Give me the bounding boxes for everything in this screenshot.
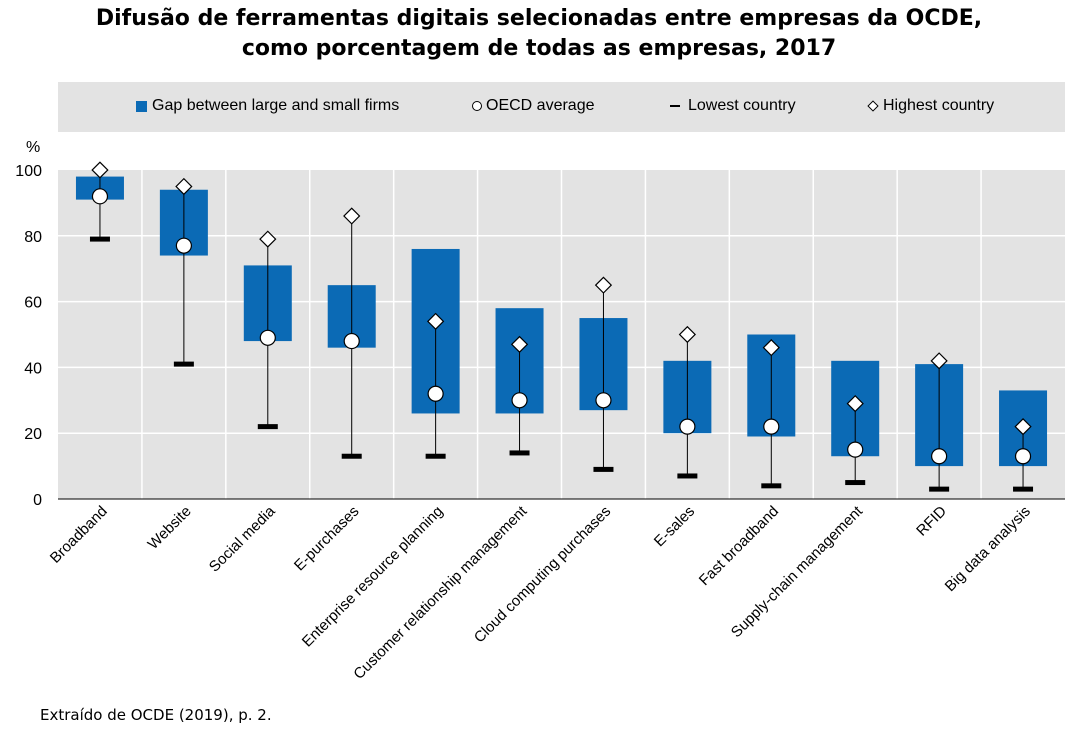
legend-lowest-label: Lowest country: [688, 97, 796, 114]
y-tick-label: 60: [24, 295, 42, 312]
average-marker: [259, 329, 276, 346]
chart-legend: Gap between large and small firms OECD a…: [58, 82, 1065, 132]
average-marker: [427, 385, 444, 402]
highest-marker: [930, 352, 948, 370]
y-tick-label: 20: [24, 426, 42, 443]
lowest-marker: [1013, 486, 1034, 492]
highest-marker: [259, 230, 277, 248]
highest-marker: [426, 312, 445, 330]
x-tick-label: E-sales: [651, 503, 698, 550]
x-tick-label: RFID: [913, 503, 950, 540]
source-note: Extraído de OCDE (2019), p. 2.: [40, 706, 272, 724]
average-marker: [679, 418, 696, 435]
chart-title: Difusão de ferramentas digitais selecion…: [0, 4, 1078, 64]
x-tick-label: Broadband: [47, 503, 111, 567]
lowest-marker: [173, 361, 194, 367]
highest-marker: [343, 207, 361, 225]
legend-gap-label: Gap between large and small firms: [152, 97, 400, 114]
highest-marker: [762, 339, 780, 357]
legend-average: OECD average: [472, 97, 595, 115]
lowest-marker: [677, 473, 698, 479]
legend-average-label: OECD average: [486, 97, 595, 114]
x-tick-label: Fast broadband: [696, 503, 782, 589]
legend-gap: Gap between large and small firms: [136, 97, 399, 115]
average-marker: [763, 418, 780, 435]
highest-marker: [594, 276, 613, 294]
x-tick-label: Big data analysis: [942, 503, 1034, 595]
lowest-marker: [509, 450, 530, 456]
average-marker: [175, 237, 192, 254]
highest-marker: [175, 177, 193, 196]
chart-title-line-2: como porcentagem de todas as empresas, 2…: [241, 36, 837, 61]
average-marker: [847, 441, 864, 458]
lowest-marker: [929, 486, 950, 492]
lowest-marker: [341, 453, 362, 459]
lowest-marker: [845, 480, 866, 486]
lowest-marker: [89, 236, 110, 242]
y-tick-label: 100: [15, 163, 42, 180]
x-tick-label: E-purchases: [291, 503, 363, 575]
legend-circle-swatch: [472, 101, 482, 111]
legend-dash-swatch: [670, 105, 680, 107]
lowest-marker: [593, 466, 614, 472]
average-marker: [931, 448, 948, 465]
legend-highest-label: Highest country: [883, 97, 995, 114]
average-marker: [1014, 448, 1032, 465]
average-marker: [511, 392, 528, 409]
y-tick-label: 40: [24, 360, 42, 377]
highest-marker: [846, 394, 864, 413]
legend-bar-swatch: [136, 100, 147, 112]
highest-marker: [510, 335, 529, 353]
chart-title-line-1: Difusão de ferramentas digitais selecion…: [95, 6, 983, 31]
x-tick-label: Cloud computing purchases: [471, 503, 615, 647]
highest-marker: [678, 325, 697, 344]
legend-highest: Highest country: [867, 97, 995, 115]
highest-marker: [1014, 417, 1032, 436]
x-tick-label: Social media: [206, 502, 279, 575]
lowest-marker: [425, 453, 446, 459]
average-marker: [91, 188, 109, 205]
average-marker: [343, 332, 360, 350]
average-marker: [595, 392, 612, 409]
y-tick-label: 80: [24, 229, 42, 246]
x-tick-label: Customer relationship management: [350, 502, 531, 683]
legend-lowest: Lowest country: [670, 97, 796, 115]
x-tick-label: Website: [145, 503, 195, 553]
chart-plot: 0 20 40 60 80 100% Broadband Website Social medi…: [15, 139, 1065, 683]
highest-marker: [91, 161, 109, 179]
y-axis-label: %: [26, 139, 40, 156]
lowest-marker: [761, 483, 782, 489]
y-tick-label: 0: [33, 492, 42, 509]
lowest-marker: [257, 424, 278, 430]
x-tick-label: Enterprise resource planning: [299, 503, 447, 651]
